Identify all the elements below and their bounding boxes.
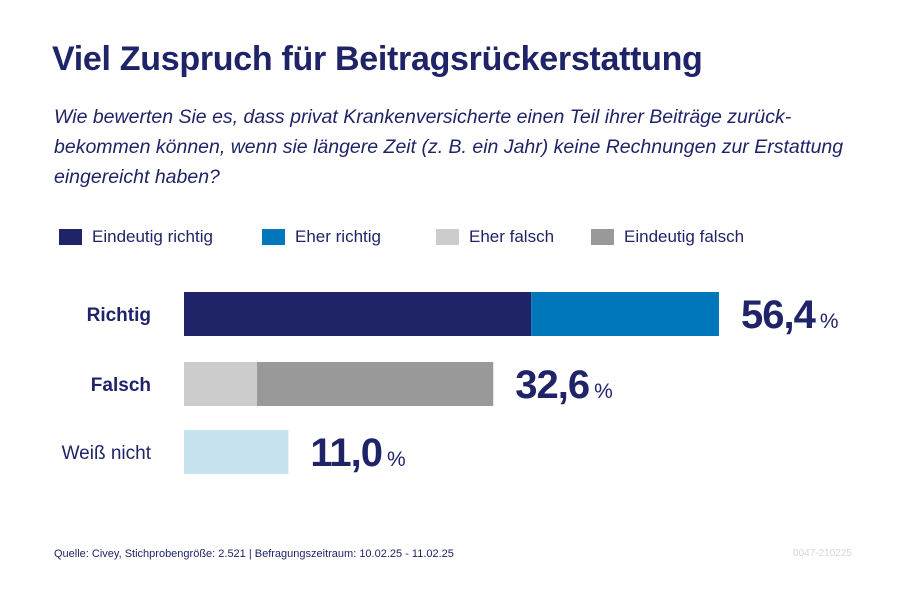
legend-item-eher-richtig: Eher richtig — [262, 226, 381, 248]
legend-item-eher-falsch: Eher falsch — [436, 226, 554, 248]
legend-label: Eher richtig — [295, 227, 381, 246]
category-label-richtig: Richtig — [87, 305, 151, 326]
chart-title: Viel Zuspruch für Beitragsrückerstattung — [52, 40, 703, 78]
legend-item-eindeutig-falsch: Eindeutig falsch — [591, 226, 744, 248]
bar-segment-richtig-eher-richtig — [531, 292, 719, 336]
bar-segment-richtig-eindeutig-richtig — [184, 292, 532, 336]
value-label-weiss-nicht: 11,0% — [310, 431, 405, 475]
value-label-falsch: 32,6% — [515, 363, 613, 407]
legend-label: Eher falsch — [469, 227, 555, 246]
graphic-code: 0047-210225 — [793, 548, 852, 559]
bar-segment-weiss-nicht-total — [184, 430, 289, 474]
legend-label: Eindeutig falsch — [624, 227, 745, 246]
value-label-richtig: 56,4% — [741, 293, 839, 337]
source-note: Quelle: Civey, Stichprobengröße: 2.521 |… — [54, 548, 454, 560]
legend-swatch — [59, 229, 82, 245]
chart-subtitle: Wie bewerten Sie es, dass privat Kranken… — [54, 106, 844, 188]
category-label-falsch: Falsch — [91, 375, 151, 396]
legend-item-eindeutig-richtig: Eindeutig richtig — [59, 226, 213, 248]
legend-swatch — [436, 229, 459, 245]
category-label-weiss-nicht: Weiß nicht — [62, 443, 152, 464]
legend-label: Eindeutig richtig — [92, 227, 213, 246]
legend-swatch — [591, 229, 614, 245]
legend-swatch — [262, 229, 285, 245]
bar-segment-falsch-eher-falsch — [184, 362, 258, 406]
bar-segment-falsch-eindeutig-falsch — [257, 362, 494, 406]
